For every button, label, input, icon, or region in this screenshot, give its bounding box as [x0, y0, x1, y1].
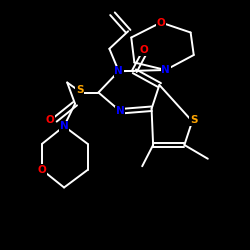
Text: O: O [140, 45, 148, 55]
Text: S: S [190, 115, 198, 125]
Text: N: N [161, 65, 170, 75]
Text: O: O [46, 115, 54, 125]
Text: N: N [116, 106, 125, 116]
Text: S: S [76, 85, 84, 95]
Text: O: O [156, 18, 165, 28]
Text: O: O [38, 165, 46, 175]
Text: N: N [114, 66, 123, 76]
Text: N: N [60, 121, 68, 131]
